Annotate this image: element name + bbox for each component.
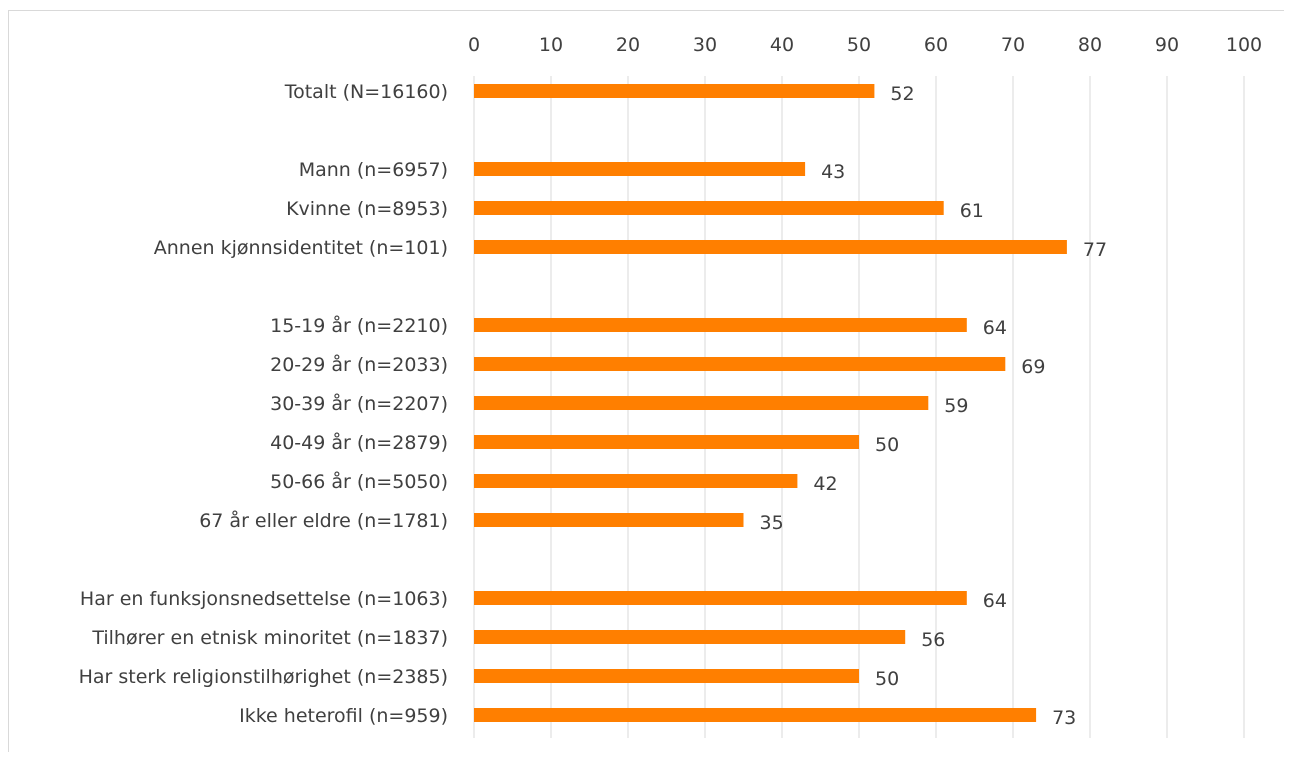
bar <box>474 708 1037 722</box>
data-label: 69 <box>1021 356 1045 378</box>
category-label: 15-19 år (n=2210) <box>270 314 448 337</box>
category-label: Kvinne (n=8953) <box>286 198 448 220</box>
category-label: Annen kjønnsidentitet (n=101) <box>154 237 448 259</box>
category-label: 30-39 år (n=2207) <box>270 392 448 415</box>
bars <box>474 84 1067 722</box>
x-axis-ticks: 0 10 20 30 40 50 60 70 80 90 100 <box>468 34 1262 56</box>
x-tick-label: 0 <box>468 34 480 56</box>
x-tick-label: 90 <box>1155 34 1179 56</box>
data-label: 50 <box>875 668 899 690</box>
chart-frame <box>8 10 1284 752</box>
data-label: 64 <box>983 317 1007 339</box>
data-label: 73 <box>1052 707 1076 729</box>
category-label: Tilhører en etnisk minoritet (n=1837) <box>91 627 448 649</box>
x-tick-label: 20 <box>616 34 640 56</box>
x-tick-label: 70 <box>1001 34 1025 56</box>
bar <box>474 513 744 527</box>
bar <box>474 162 806 176</box>
data-label: 50 <box>875 434 899 456</box>
bar <box>474 435 859 449</box>
category-label: Har sterk religionstilhørighet (n=2385) <box>79 666 448 688</box>
data-label: 61 <box>960 200 984 222</box>
x-tick-label: 80 <box>1078 34 1102 56</box>
data-label: 56 <box>921 629 945 651</box>
data-label: 52 <box>890 83 914 105</box>
x-tick-label: 50 <box>847 34 871 56</box>
bar <box>474 201 944 215</box>
data-label: 42 <box>813 473 837 495</box>
data-label: 64 <box>983 590 1007 612</box>
data-label: 77 <box>1083 239 1107 261</box>
bar <box>474 240 1067 254</box>
category-label: 40-49 år (n=2879) <box>270 431 448 454</box>
bar <box>474 396 929 410</box>
category-labels: Totalt (N=16160) Mann (n=6957) Kvinne (n=8… <box>79 81 448 727</box>
category-label: 20-29 år (n=2033) <box>270 353 448 376</box>
bar <box>474 669 859 683</box>
bar <box>474 84 875 98</box>
data-label: 35 <box>760 512 784 534</box>
category-label: 67 år eller eldre (n=1781) <box>199 509 448 532</box>
bar <box>474 630 906 644</box>
data-label: 59 <box>944 395 968 417</box>
category-label: Mann (n=6957) <box>299 159 448 181</box>
category-label: Har en funksjonsnedsettelse (n=1063) <box>80 588 448 610</box>
x-tick-label: 30 <box>693 34 717 56</box>
category-label: Totalt (N=16160) <box>284 81 448 103</box>
bar <box>474 318 967 332</box>
category-label: 50-66 år (n=5050) <box>270 470 448 493</box>
bar <box>474 591 967 605</box>
x-tick-label: 10 <box>539 34 563 56</box>
bar <box>474 357 1006 371</box>
data-label: 43 <box>821 161 845 183</box>
x-tick-label: 100 <box>1226 34 1262 56</box>
category-label: Ikke heterofil (n=959) <box>239 705 448 727</box>
value-labels: 52 43 61 77 64 69 59 50 42 35 64 56 50 73 <box>760 83 1108 729</box>
bar <box>474 474 798 488</box>
x-tick-label: 60 <box>924 34 948 56</box>
x-tick-label: 40 <box>770 34 794 56</box>
